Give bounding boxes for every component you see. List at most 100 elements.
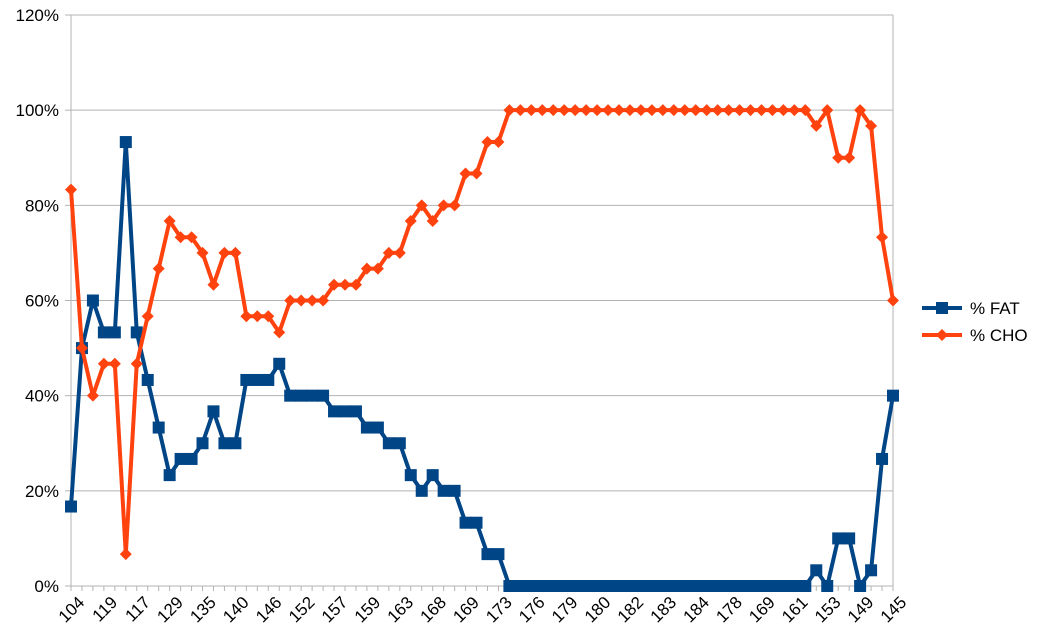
data-point-square: [810, 564, 823, 577]
x-tick-label: 169: [449, 593, 482, 626]
data-point-diamond: [459, 167, 472, 180]
data-point-square: [360, 421, 373, 434]
data-point-diamond: [788, 104, 801, 117]
data-point-diamond: [656, 104, 669, 117]
data-point-diamond: [613, 104, 625, 117]
data-point-diamond: [854, 104, 867, 117]
data-point-square: [799, 580, 812, 592]
data-point-square: [547, 580, 560, 592]
data-point-square: [207, 405, 220, 418]
x-tick-label: 159: [351, 593, 384, 626]
data-point-square: [854, 580, 867, 592]
data-point-square: [306, 389, 319, 402]
data-point-square: [503, 580, 516, 592]
data-point-square: [152, 421, 165, 434]
data-point-diamond: [174, 231, 187, 244]
data-point-square: [65, 500, 77, 513]
data-point-square: [393, 437, 406, 450]
x-tick-label: 157: [318, 593, 351, 626]
data-point-diamond: [645, 104, 658, 117]
data-point-diamond: [328, 278, 341, 291]
x-tick-label: 179: [548, 593, 581, 626]
data-point-square: [634, 580, 647, 592]
data-point-diamond: [777, 104, 790, 117]
data-point-diamond: [349, 278, 362, 291]
data-point-square: [667, 580, 680, 592]
x-tick-label: 119: [89, 593, 122, 626]
data-point-diamond: [284, 294, 297, 307]
data-point-diamond: [810, 119, 823, 132]
data-point-diamond: [240, 310, 253, 323]
data-point-diamond: [481, 136, 494, 149]
data-point-square: [470, 516, 483, 529]
data-point-square: [689, 580, 702, 592]
data-point-diamond: [339, 278, 351, 291]
legend: % FAT % CHO: [922, 299, 1028, 345]
data-point-square: [426, 469, 439, 482]
data-point-square: [382, 437, 395, 450]
data-point-diamond: [382, 246, 395, 259]
x-tick-label: 140: [219, 593, 252, 626]
x-tick-label: 146: [252, 593, 285, 626]
data-point-square: [459, 516, 472, 529]
x-tick-label: 163: [384, 593, 417, 626]
data-point-diamond: [152, 262, 165, 275]
x-tick-label: 184: [680, 593, 713, 626]
data-point-square: [602, 580, 615, 592]
data-point-diamond: [273, 326, 286, 339]
data-point-diamond: [306, 294, 319, 307]
data-point-square: [865, 564, 878, 577]
data-point-diamond: [97, 357, 110, 370]
data-point-square: [174, 452, 187, 465]
data-point-square: [623, 580, 636, 592]
data-point-diamond: [65, 183, 77, 196]
data-point-square: [722, 580, 735, 592]
x-tick-label: 178: [712, 593, 745, 626]
data-point-square: [569, 580, 582, 592]
data-point-diamond: [876, 231, 889, 244]
data-point-diamond: [667, 104, 680, 117]
series-fat: [65, 136, 899, 592]
x-tick-label: 183: [647, 593, 680, 626]
x-tick-label: 117: [121, 593, 154, 626]
data-point-diamond: [887, 294, 899, 307]
data-point-diamond: [207, 278, 220, 291]
x-tick-label: 129: [153, 593, 186, 626]
data-point-square: [733, 580, 746, 592]
data-point-diamond: [865, 119, 878, 132]
data-point-square: [196, 437, 209, 450]
data-point-diamond: [75, 342, 88, 355]
x-tick-label: 152: [285, 593, 318, 626]
data-point-diamond: [821, 104, 834, 117]
data-point-diamond: [755, 104, 768, 117]
x-tick-label: 145: [877, 593, 910, 626]
x-tick-label: 161: [778, 593, 811, 626]
x-tick-label: 180: [581, 593, 614, 626]
data-point-diamond: [700, 104, 713, 117]
data-point-diamond: [141, 310, 154, 323]
data-point-diamond: [799, 104, 812, 117]
data-point-square: [295, 389, 308, 402]
data-point-square: [415, 484, 428, 497]
data-point-diamond: [623, 104, 636, 117]
y-tick-label: 80%: [25, 196, 59, 215]
data-point-diamond: [229, 246, 242, 259]
data-point-square: [591, 580, 604, 592]
data-point-square: [262, 373, 275, 386]
data-point-diamond: [251, 310, 264, 323]
x-tick-label: 153: [811, 593, 844, 626]
series-layer: [65, 104, 899, 592]
data-point-square: [218, 437, 231, 450]
data-point-square: [163, 469, 176, 482]
data-point-diamond: [404, 215, 417, 228]
data-point-diamond: [196, 246, 209, 259]
legend-marker-diamond: [936, 329, 948, 341]
data-point-diamond: [766, 104, 779, 117]
data-point-diamond: [86, 389, 99, 402]
y-tick-label: 40%: [25, 387, 59, 406]
data-point-square: [284, 389, 297, 402]
data-point-diamond: [733, 104, 746, 117]
data-point-square: [580, 580, 593, 592]
